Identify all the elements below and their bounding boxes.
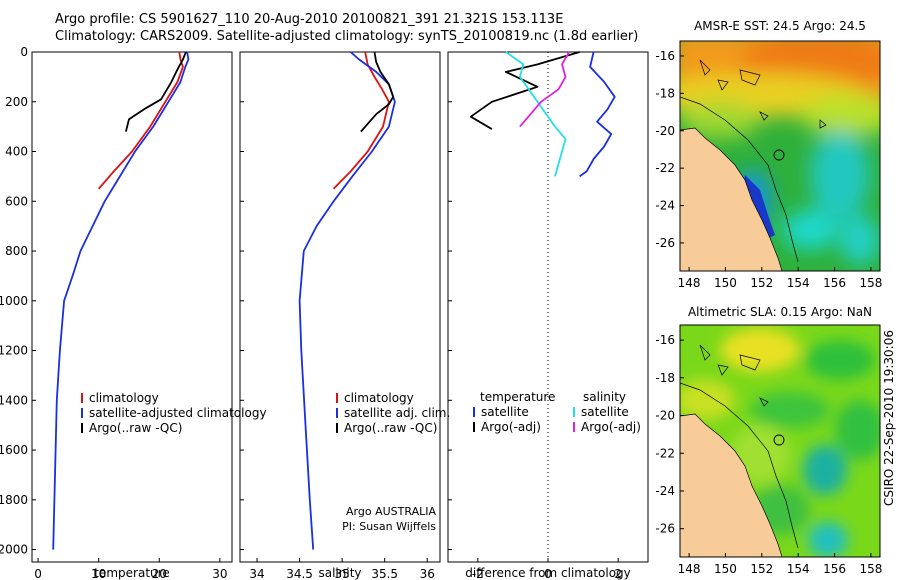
- map-y-tick-label: -26: [655, 236, 675, 250]
- x-tick-label: 35.5: [371, 567, 398, 580]
- x-tick-label: 2: [614, 567, 622, 580]
- y-tick-label: 1800: [0, 493, 28, 507]
- legend-entry: Argo(..raw -QC): [344, 421, 437, 435]
- sla-map-frame: [679, 324, 881, 558]
- y-tick-label: 800: [5, 244, 28, 258]
- x-tick-label: 30: [212, 567, 227, 580]
- legend-entry: satellite: [481, 405, 529, 419]
- map-x-tick-label: 154: [787, 276, 810, 290]
- legend-entry: Argo(-adj): [581, 420, 641, 434]
- argo-location-marker-sla: [773, 434, 785, 446]
- legend-entry: climatology: [344, 391, 414, 405]
- sla-map: [680, 325, 880, 557]
- y-tick-label: 600: [5, 194, 28, 208]
- series-line-argo-raw-qc-: [125, 51, 187, 132]
- x-axis-label: salinity: [318, 566, 361, 580]
- y-tick-label: 1600: [0, 443, 28, 457]
- x-axis-label: difference from climatology: [465, 566, 631, 580]
- x-tick-label: 36: [420, 567, 435, 580]
- series-line-climatology: [332, 51, 390, 190]
- series-line-argo-raw-qc-: [360, 51, 395, 133]
- figure-title-line2: Climatology: CARS2009. Satellite-adjuste…: [55, 29, 639, 44]
- map-y-tick-label: -24: [655, 484, 675, 498]
- x-tick-label: 0: [544, 567, 552, 580]
- y-tick-label: 400: [5, 145, 28, 159]
- annotation-text: PI: Susan Wijffels: [342, 520, 436, 533]
- annotation-text: Argo AUSTRALIA: [346, 505, 436, 518]
- temperature-panel-frame: [31, 51, 233, 563]
- x-tick-label: 0: [34, 567, 42, 580]
- sla-map-title: Altimetric SLA: 0.15 Argo: NaN: [688, 305, 872, 319]
- x-axis-label: temperature: [94, 566, 169, 580]
- sst-map: [680, 41, 880, 271]
- salinity-panel-frame: [239, 51, 441, 563]
- map-x-tick-label: 156: [823, 276, 846, 290]
- x-tick-label: 10: [91, 567, 106, 580]
- map-x-tick-label: 152: [750, 276, 773, 290]
- series-line-satellite-adj-clim-: [298, 51, 396, 550]
- map-y-tick-label: -22: [655, 446, 675, 460]
- map-y-tick-label: -26: [655, 522, 675, 536]
- sst-map-title: AMSR-E SST: 24.5 Argo: 24.5: [694, 19, 866, 33]
- argo-location-marker: [773, 149, 785, 161]
- legend-entry: satellite-adjusted climatology: [89, 406, 267, 420]
- x-tick-label: 34: [249, 567, 264, 580]
- legend-entry: Argo(-adj): [481, 420, 541, 434]
- map-x-tick-label: 158: [859, 562, 882, 576]
- legend-heading-temperature: temperature: [480, 390, 555, 404]
- x-tick-label: 35: [334, 567, 349, 580]
- map-x-tick-label: 150: [714, 562, 737, 576]
- legend-entry: climatology: [89, 391, 159, 405]
- y-tick-label: 200: [5, 95, 28, 109]
- series-line-salinity-satellite: [505, 51, 567, 177]
- sst-map-frame: [679, 40, 881, 272]
- map-y-tick-label: -24: [655, 199, 675, 213]
- map-x-tick-label: 152: [750, 562, 773, 576]
- y-tick-label: 1400: [0, 393, 28, 407]
- map-y-tick-label: -16: [655, 333, 675, 347]
- x-tick-label: 20: [152, 567, 167, 580]
- legend-heading-salinity: salinity: [583, 390, 626, 404]
- map-y-tick-label: -20: [655, 409, 675, 423]
- y-tick-label: 0: [20, 45, 28, 59]
- map-x-tick-label: 150: [714, 276, 737, 290]
- x-tick-label: 34.5: [286, 567, 313, 580]
- figure-title-line1: Argo profile: CS 5901627_110 20-Aug-2010…: [55, 12, 564, 27]
- x-tick-label: -2: [472, 567, 484, 580]
- map-x-tick-label: 158: [859, 276, 882, 290]
- legend-entry: Argo(..raw -QC): [89, 421, 182, 435]
- series-line-temperature-satellite: [579, 51, 616, 178]
- map-x-tick-label: 148: [678, 562, 701, 576]
- map-y-tick-label: -22: [655, 161, 675, 175]
- legend-entry: satellite adj. clim.: [344, 406, 450, 420]
- map-y-tick-label: -16: [655, 49, 675, 63]
- y-tick-label: 2000: [0, 543, 28, 557]
- map-y-tick-label: -20: [655, 124, 675, 138]
- series-line-temperature-argo-adj-: [469, 51, 580, 130]
- legend-entry: satellite: [581, 405, 629, 419]
- map-x-tick-label: 156: [823, 562, 846, 576]
- series-line-salinity-argo-adj-: [519, 51, 570, 128]
- y-tick-label: 1000: [0, 294, 28, 308]
- map-y-tick-label: -18: [655, 86, 675, 100]
- map-x-tick-label: 148: [678, 276, 701, 290]
- map-x-tick-label: 154: [787, 562, 810, 576]
- series-line-satellite-adjusted-climatology: [52, 51, 190, 550]
- csiro-timestamp: CSIRO 22-Sep-2010 19:30:06: [882, 330, 896, 506]
- y-tick-label: 1200: [0, 344, 28, 358]
- map-y-tick-label: -18: [655, 371, 675, 385]
